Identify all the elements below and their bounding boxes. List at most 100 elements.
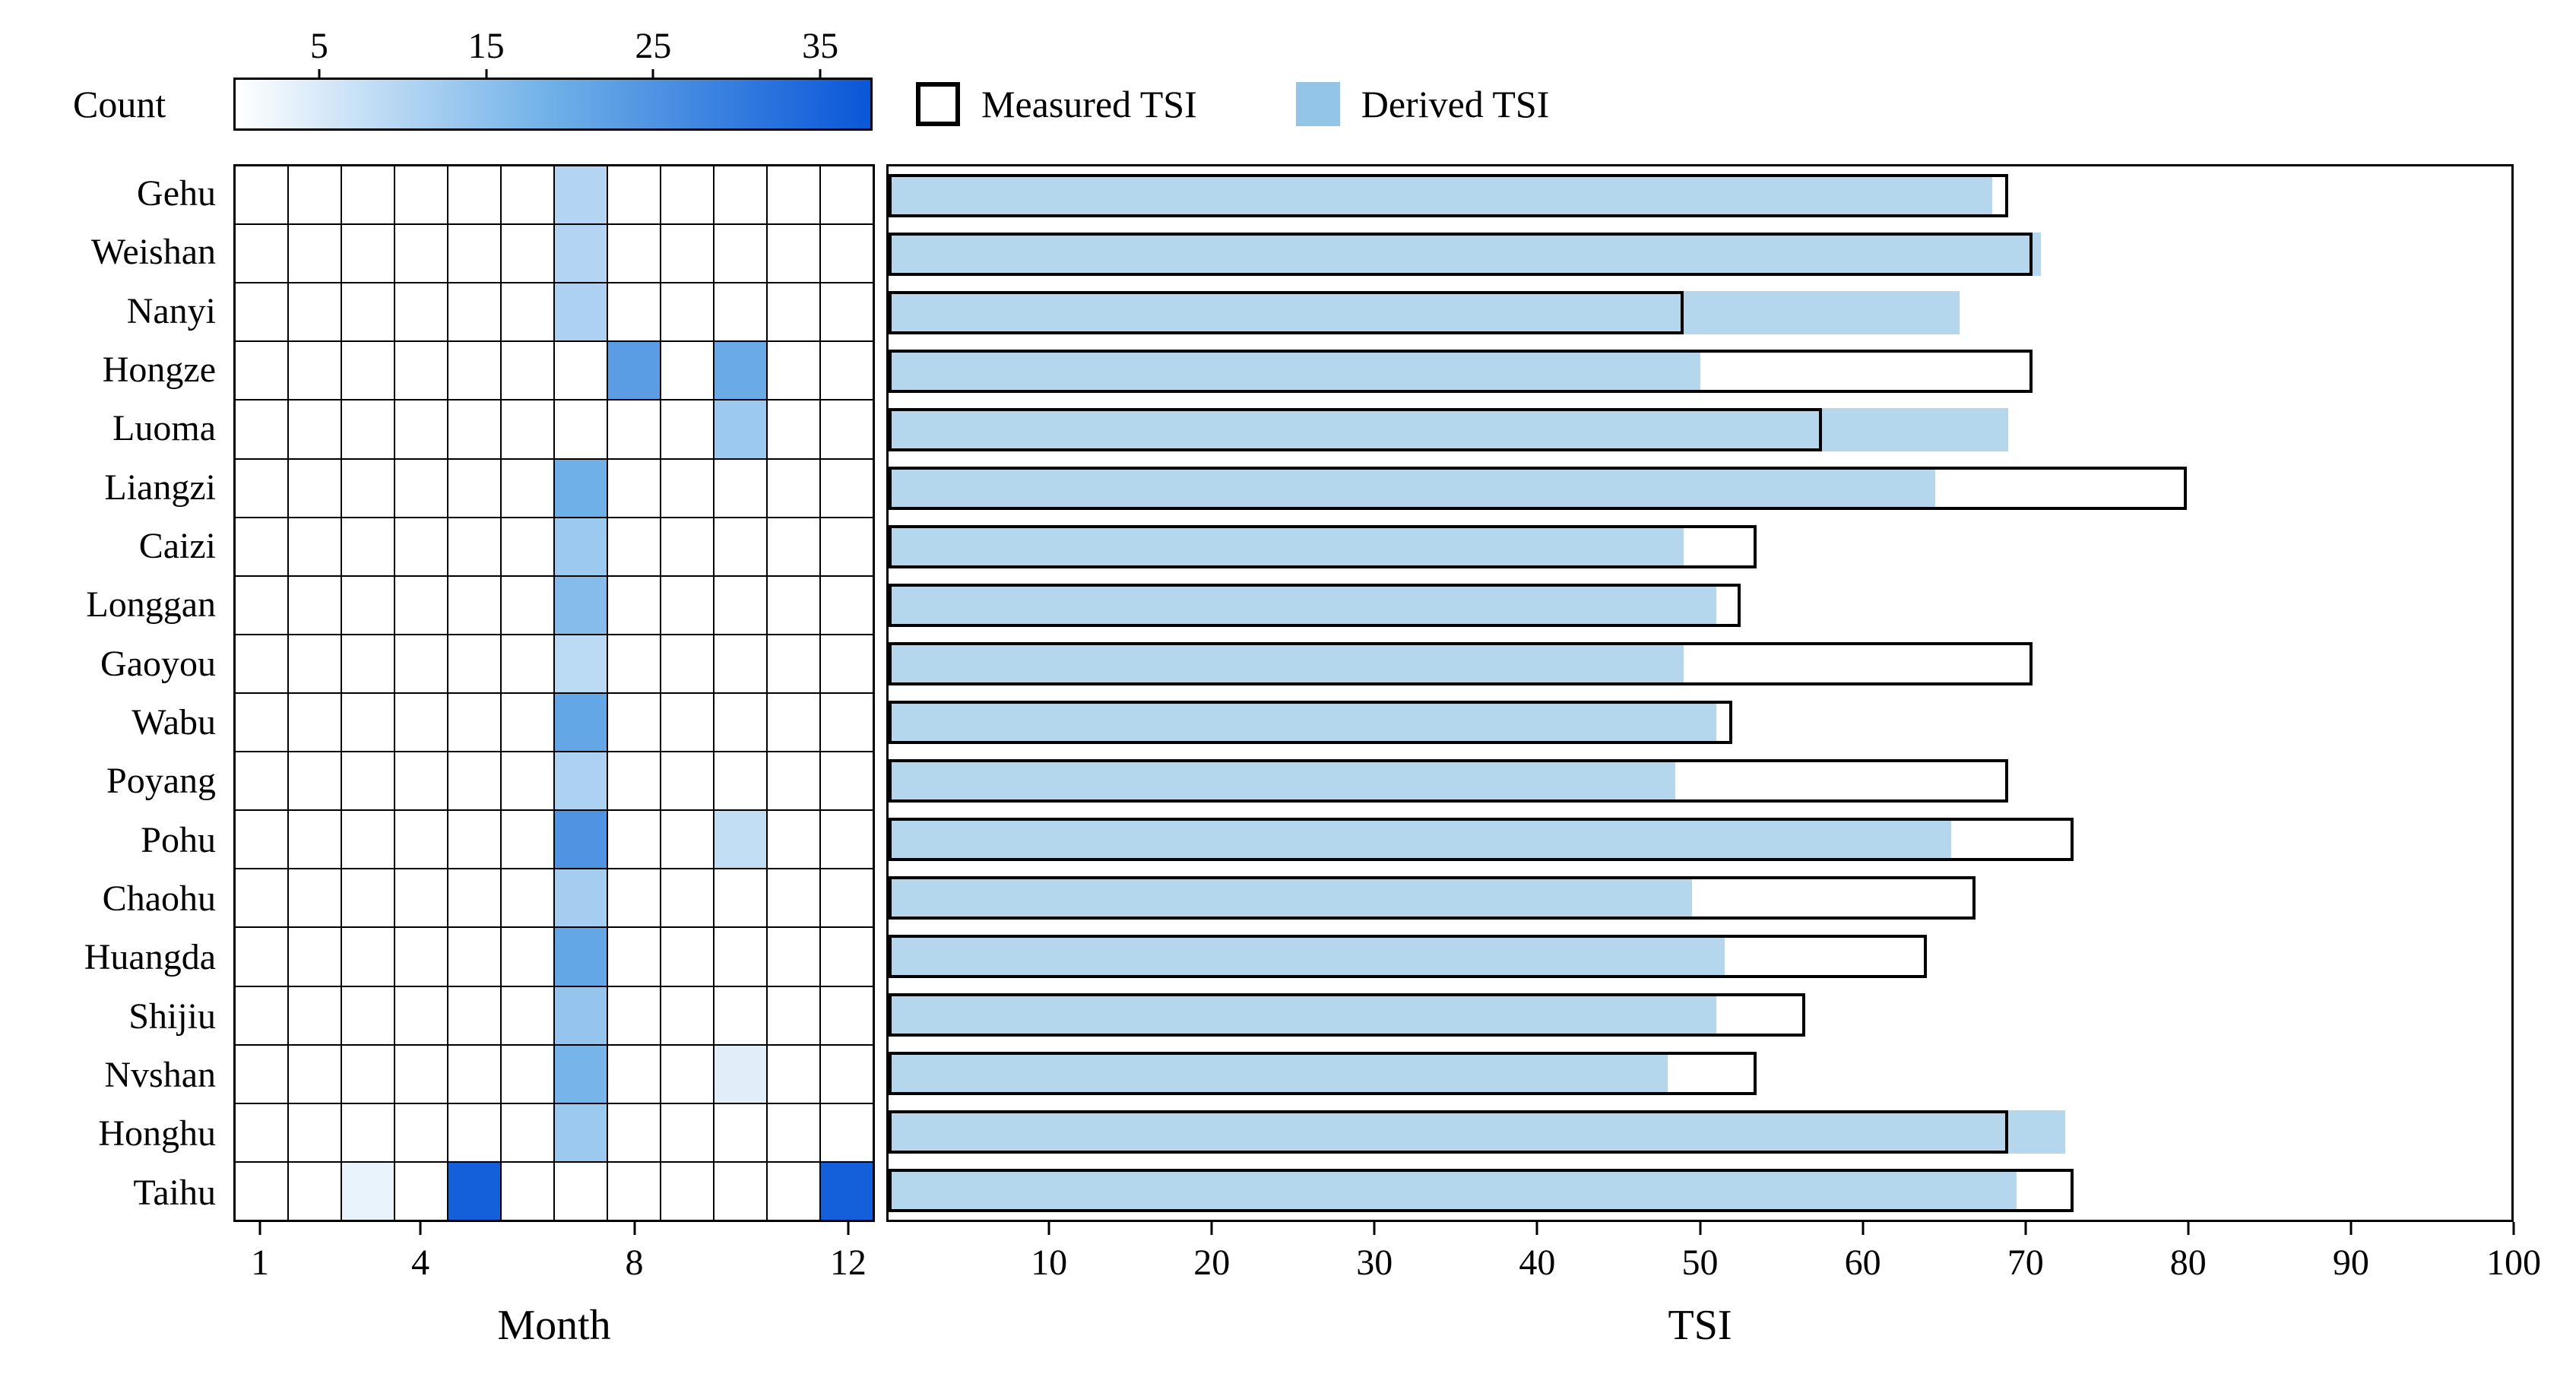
heatmap-cell bbox=[555, 694, 607, 752]
heatmap-cell bbox=[342, 1045, 394, 1103]
bar-row-caizi bbox=[889, 518, 2511, 576]
heatmap-cell bbox=[821, 869, 873, 927]
derived-tsi-bar bbox=[889, 701, 1716, 744]
heatmap-cell bbox=[342, 635, 394, 692]
heatmap-cell bbox=[448, 752, 500, 810]
heatmap-row-labels: Gehu Weishan Nanyi Hongze Luoma Liangzi Caizi L… bbox=[0, 164, 222, 1222]
heatmap-cell bbox=[448, 166, 500, 224]
heatmap-cell bbox=[608, 869, 660, 927]
heatmap-cell bbox=[608, 811, 660, 869]
tsi-tick-mark bbox=[1862, 1222, 1865, 1235]
heatmap-cell bbox=[555, 811, 607, 869]
tsi-tick-label: 70 bbox=[2007, 1243, 2044, 1283]
heatmap-cell bbox=[395, 869, 447, 927]
row-label-shijiu: Shijiu bbox=[128, 996, 216, 1037]
heatmap-cell bbox=[768, 283, 819, 341]
heatmap-cell bbox=[768, 576, 819, 634]
heatmap-cell bbox=[289, 400, 341, 458]
heatmap-cell bbox=[608, 1103, 660, 1161]
heatmap-cell bbox=[768, 986, 819, 1044]
heatmap-cell bbox=[661, 166, 713, 224]
derived-tsi-swatch bbox=[1295, 82, 1340, 126]
bar-row-weishan bbox=[889, 225, 2511, 283]
heatmap-cell bbox=[448, 1162, 500, 1220]
heatmap-cell bbox=[395, 283, 447, 341]
heatmap-cell bbox=[768, 869, 819, 927]
colorbar-tick-label: 5 bbox=[309, 26, 328, 66]
heatmap-cell bbox=[768, 752, 819, 810]
heatmap-cell bbox=[395, 576, 447, 634]
heatmap-cell bbox=[289, 166, 341, 224]
tsi-tick-mark bbox=[2349, 1222, 2353, 1235]
month-tick-label: 12 bbox=[829, 1243, 867, 1283]
heatmap-cell bbox=[448, 225, 500, 283]
heatmap-cell bbox=[661, 1045, 713, 1103]
heatmap-cell bbox=[289, 811, 341, 869]
heatmap-cell bbox=[289, 459, 341, 517]
heatmap-cell bbox=[714, 400, 766, 458]
heatmap-cell bbox=[395, 1045, 447, 1103]
colorbar-tick-mark bbox=[485, 69, 488, 80]
colorbar-tick-mark bbox=[651, 69, 654, 80]
heatmap-cell bbox=[395, 1103, 447, 1161]
tsi-tick-mark bbox=[2187, 1222, 2190, 1235]
heatmap-cell bbox=[289, 342, 341, 400]
derived-tsi-bar bbox=[889, 1169, 2017, 1212]
heatmap-cell bbox=[821, 459, 873, 517]
heatmap-cell bbox=[608, 283, 660, 341]
heatmap-cell bbox=[821, 225, 873, 283]
heatmap-cell bbox=[236, 928, 287, 986]
heatmap-cell bbox=[821, 635, 873, 692]
heatmap-cell bbox=[448, 576, 500, 634]
heatmap-cell bbox=[395, 342, 447, 400]
heatmap-cell bbox=[342, 400, 394, 458]
heatmap-cell bbox=[555, 225, 607, 283]
row-label-luoma: Luoma bbox=[112, 408, 216, 449]
heatmap-cell bbox=[714, 694, 766, 752]
colorbar: 5 15 25 35 bbox=[233, 28, 873, 131]
heatmap-cell bbox=[661, 400, 713, 458]
measured-tsi-bar bbox=[889, 174, 2009, 217]
legend: Measured TSI Derived TSI bbox=[916, 72, 1549, 136]
heatmap-cell bbox=[502, 1103, 553, 1161]
heatmap-cell bbox=[502, 400, 553, 458]
row-label-pohu: Pohu bbox=[141, 819, 216, 860]
heatmap-cell bbox=[821, 928, 873, 986]
heatmap-cell bbox=[555, 869, 607, 927]
month-tick-mark bbox=[633, 1222, 635, 1235]
heatmap-cell bbox=[714, 752, 766, 810]
bar-row-huangda bbox=[889, 927, 2511, 986]
row-label-huangda: Huangda bbox=[84, 937, 216, 978]
heatmap-cell bbox=[342, 811, 394, 869]
month-axis: 1 4 8 12 bbox=[233, 1222, 875, 1294]
measured-tsi-bar bbox=[889, 642, 2033, 685]
heatmap-cell bbox=[661, 459, 713, 517]
heatmap-cell bbox=[768, 225, 819, 283]
heatmap-cell bbox=[395, 986, 447, 1044]
row-label-poyang: Poyang bbox=[106, 761, 216, 802]
bar-row-pohu bbox=[889, 810, 2511, 869]
heatmap-cell bbox=[395, 225, 447, 283]
heatmap-cell bbox=[289, 869, 341, 927]
bar-row-nvshan bbox=[889, 1044, 2511, 1103]
row-label-caizi: Caizi bbox=[138, 526, 216, 567]
heatmap-cell bbox=[395, 752, 447, 810]
heatmap-cell bbox=[768, 811, 819, 869]
heatmap-cell bbox=[714, 1045, 766, 1103]
heatmap-cell bbox=[236, 166, 287, 224]
row-label-weishan: Weishan bbox=[90, 232, 216, 273]
colorbar-tick-label: 25 bbox=[635, 26, 672, 66]
derived-tsi-bar bbox=[889, 935, 1725, 978]
heatmap-cell bbox=[448, 459, 500, 517]
tsi-tick-label: 40 bbox=[1519, 1243, 1556, 1283]
heatmap-cell bbox=[555, 1045, 607, 1103]
heatmap-cell bbox=[608, 459, 660, 517]
heatmap-cell bbox=[768, 1045, 819, 1103]
bar-row-hongze bbox=[889, 342, 2511, 400]
row-label-taihu: Taihu bbox=[133, 1172, 216, 1213]
heatmap-cell bbox=[821, 752, 873, 810]
heatmap-cell bbox=[236, 811, 287, 869]
tsi-tick-mark bbox=[1047, 1222, 1050, 1235]
measured-tsi-bar bbox=[889, 467, 2187, 510]
heatmap-cell bbox=[714, 869, 766, 927]
